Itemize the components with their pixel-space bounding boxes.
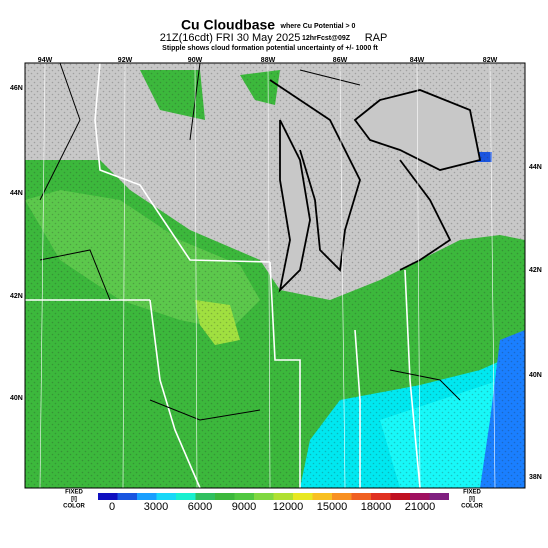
colorbar-tick-label: 6000 xyxy=(188,501,212,513)
latitude-label: 42N xyxy=(529,267,542,274)
colorbar-end-label: COLOR xyxy=(63,504,85,510)
colorbar-swatch xyxy=(176,493,196,500)
colorbar-tick-label: 18000 xyxy=(361,501,392,513)
model: RAP xyxy=(365,32,388,44)
colorbar-swatch xyxy=(196,493,216,500)
colorbar-end-label: FIXED xyxy=(463,490,481,496)
latitude-label: 44N xyxy=(10,190,23,197)
colorbar-end-label: [I] xyxy=(71,497,77,503)
colorbar-swatch xyxy=(313,493,333,500)
colorbar-tick-label: 21000 xyxy=(405,501,436,513)
longitude-label: 92W xyxy=(118,57,133,64)
longitude-label: 84W xyxy=(410,57,425,64)
longitude-label: 82W xyxy=(483,57,498,64)
latitude-label: 42N xyxy=(10,293,23,300)
forecast: 12hrFcst@09Z xyxy=(302,35,351,42)
colorbar-swatch xyxy=(332,493,352,500)
colorbar-swatch xyxy=(215,493,235,500)
note: Stipple shows cloud formation potential … xyxy=(162,45,378,52)
latitude-label: 44N xyxy=(529,164,542,171)
colorbar-swatch xyxy=(293,493,313,500)
latitude-label: 46N xyxy=(10,85,23,92)
colorbar-swatch xyxy=(430,493,450,500)
colorbar-swatch xyxy=(157,493,177,500)
colorbar-swatch xyxy=(118,493,138,500)
longitude-label: 86W xyxy=(333,57,348,64)
colorbar-tick-label: 0 xyxy=(109,501,115,513)
map xyxy=(25,63,525,488)
qualifier: where Cu Potential > 0 xyxy=(280,23,356,30)
colorbar-swatch xyxy=(254,493,274,500)
longitude-label: 90W xyxy=(188,57,203,64)
colorbar-swatch xyxy=(137,493,157,500)
latitude-label: 40N xyxy=(529,372,542,379)
colorbar-tick-label: 12000 xyxy=(273,501,304,513)
colorbar: 030006000900012000150001800021000FIXED[I… xyxy=(63,490,483,513)
latitude-label: 38N xyxy=(529,474,542,481)
colorbar-tick-label: 15000 xyxy=(317,501,348,513)
latitude-label: 40N xyxy=(10,395,23,402)
colorbar-swatch xyxy=(371,493,391,500)
colorbar-swatch xyxy=(391,493,411,500)
colorbar-swatch xyxy=(98,493,118,500)
colorbar-end-label: FIXED xyxy=(65,490,83,496)
valid-time: 21Z(16cdt) FRI 30 May 2025 xyxy=(160,32,301,44)
colorbar-tick-label: 9000 xyxy=(232,501,256,513)
title: Cu Cloudbase xyxy=(181,17,275,33)
colorbar-swatch xyxy=(352,493,372,500)
longitude-label: 88W xyxy=(261,57,276,64)
colorbar-tick-label: 3000 xyxy=(144,501,168,513)
longitude-label: 94W xyxy=(38,57,53,64)
colorbar-end-label: COLOR xyxy=(461,504,483,510)
colorbar-swatch xyxy=(274,493,294,500)
colorbar-end-label: [I] xyxy=(469,497,475,503)
colorbar-swatch xyxy=(235,493,255,500)
colorbar-swatch xyxy=(410,493,430,500)
